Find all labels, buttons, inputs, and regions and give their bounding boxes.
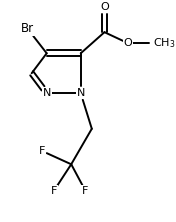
Text: O: O (100, 2, 109, 12)
Text: O: O (124, 38, 133, 48)
Text: F: F (51, 186, 57, 196)
Text: N: N (43, 88, 51, 98)
Text: Br: Br (21, 22, 34, 35)
Text: F: F (82, 186, 89, 196)
Text: CH$_3$: CH$_3$ (153, 36, 175, 50)
Text: N: N (77, 88, 85, 98)
Text: F: F (39, 146, 45, 156)
